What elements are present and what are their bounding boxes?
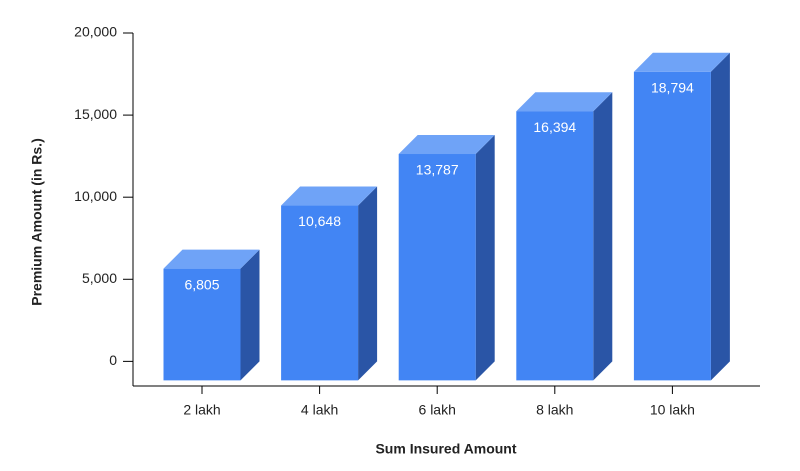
bar-label: 16,394 — [533, 119, 576, 135]
bar-label: 18,794 — [651, 80, 694, 96]
y-axis-title: Premium Amount (in Rs.) — [29, 138, 45, 306]
y-tick-label: 5,000 — [82, 270, 117, 286]
bar-side — [475, 135, 495, 381]
bar-top — [516, 92, 613, 112]
bar — [516, 111, 594, 381]
bar-label: 13,787 — [416, 162, 459, 178]
bar — [163, 268, 241, 381]
bar-top — [633, 52, 730, 72]
y-tick-label: 20,000 — [74, 24, 117, 40]
x-tick-label: 4 lakh — [301, 402, 338, 418]
bar-side — [710, 52, 730, 381]
bar-side — [358, 186, 378, 381]
x-tick-label: 2 lakh — [183, 402, 220, 418]
bar — [281, 205, 359, 381]
bar — [398, 154, 476, 381]
bar-top — [398, 135, 495, 155]
x-tick-label: 6 lakh — [419, 402, 456, 418]
bar — [633, 71, 711, 381]
y-tick-label: 10,000 — [74, 188, 117, 204]
x-tick-label: 10 lakh — [650, 402, 695, 418]
bar-side — [593, 92, 613, 381]
bar-side — [240, 249, 260, 381]
y-tick-label: 0 — [109, 352, 117, 368]
bar-label: 10,648 — [298, 213, 341, 229]
x-axis-title: Sum Insured Amount — [375, 441, 516, 457]
y-tick-label: 15,000 — [74, 106, 117, 122]
x-tick-label: 8 lakh — [536, 402, 573, 418]
bar-top — [163, 249, 260, 269]
bar-top — [281, 186, 378, 206]
bar-label: 6,805 — [184, 276, 219, 292]
